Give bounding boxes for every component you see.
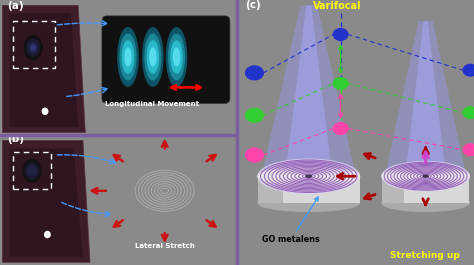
Ellipse shape xyxy=(150,48,156,66)
Text: Stretching up: Stretching up xyxy=(390,251,459,260)
Ellipse shape xyxy=(143,28,163,86)
Ellipse shape xyxy=(26,163,38,179)
Polygon shape xyxy=(9,148,83,257)
Polygon shape xyxy=(385,21,466,174)
Ellipse shape xyxy=(246,148,264,162)
Text: Longitudinal Movement: Longitudinal Movement xyxy=(105,101,199,107)
Text: (c): (c) xyxy=(245,0,261,10)
Ellipse shape xyxy=(23,160,41,182)
Text: (b): (b) xyxy=(7,134,24,144)
Ellipse shape xyxy=(166,28,187,86)
Polygon shape xyxy=(258,176,283,203)
Ellipse shape xyxy=(382,168,469,185)
Ellipse shape xyxy=(45,232,50,237)
Ellipse shape xyxy=(27,39,40,56)
Text: Lateral Stretch: Lateral Stretch xyxy=(135,243,195,249)
Ellipse shape xyxy=(169,34,184,80)
Ellipse shape xyxy=(333,29,348,40)
Ellipse shape xyxy=(125,48,131,66)
Text: GO metalens: GO metalens xyxy=(262,197,319,245)
Ellipse shape xyxy=(258,194,359,211)
Ellipse shape xyxy=(463,107,474,118)
Bar xyxy=(13,152,51,189)
Polygon shape xyxy=(382,176,404,203)
FancyBboxPatch shape xyxy=(102,16,230,103)
Ellipse shape xyxy=(258,159,359,193)
Polygon shape xyxy=(262,5,356,174)
Ellipse shape xyxy=(382,161,469,191)
Ellipse shape xyxy=(173,48,180,66)
Ellipse shape xyxy=(28,166,36,176)
Ellipse shape xyxy=(24,36,42,60)
Text: Varifocal: Varifocal xyxy=(313,1,361,11)
Ellipse shape xyxy=(258,168,359,185)
Polygon shape xyxy=(285,5,332,174)
Polygon shape xyxy=(257,174,360,184)
Ellipse shape xyxy=(31,45,35,51)
Ellipse shape xyxy=(306,175,312,177)
Bar xyxy=(13,21,55,68)
Ellipse shape xyxy=(333,78,348,89)
Ellipse shape xyxy=(147,41,158,73)
Ellipse shape xyxy=(423,175,428,177)
Ellipse shape xyxy=(145,34,161,80)
Ellipse shape xyxy=(42,108,48,114)
Ellipse shape xyxy=(382,194,469,211)
Ellipse shape xyxy=(463,64,474,76)
Text: (a): (a) xyxy=(7,1,24,11)
Ellipse shape xyxy=(463,144,474,156)
Bar xyxy=(382,176,469,203)
Polygon shape xyxy=(9,13,78,127)
Polygon shape xyxy=(2,140,90,262)
Polygon shape xyxy=(406,21,446,174)
Polygon shape xyxy=(382,174,470,184)
Polygon shape xyxy=(2,5,85,132)
Ellipse shape xyxy=(120,34,136,80)
Ellipse shape xyxy=(118,28,138,86)
Ellipse shape xyxy=(29,42,37,53)
Ellipse shape xyxy=(246,108,264,122)
Ellipse shape xyxy=(171,41,182,73)
Ellipse shape xyxy=(246,66,264,80)
Ellipse shape xyxy=(122,41,134,73)
Bar xyxy=(258,176,359,203)
Ellipse shape xyxy=(333,123,348,134)
